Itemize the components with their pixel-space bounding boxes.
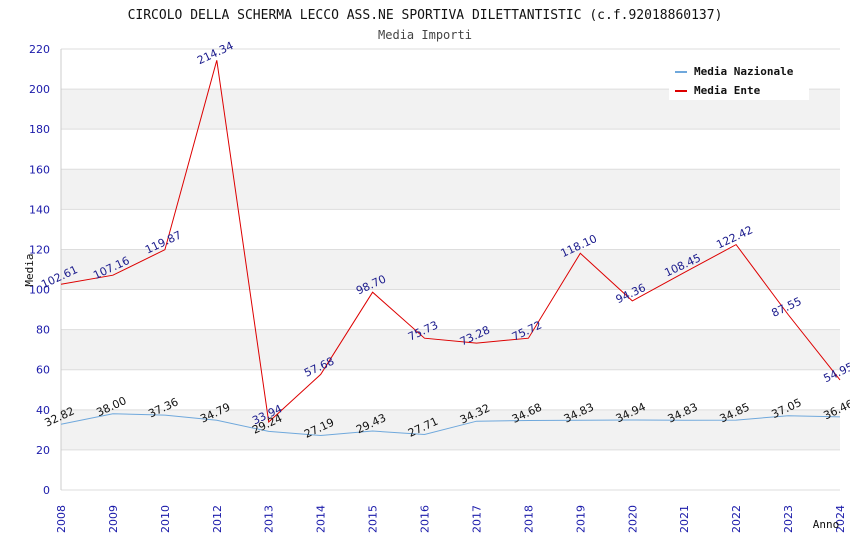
x-tick-label: 2013 — [263, 505, 276, 533]
series-lines — [60, 60, 841, 437]
legend-label-media-ente: Media Ente — [694, 84, 761, 97]
x-tick-label: 2012 — [211, 505, 224, 533]
x-tick-label: 2009 — [107, 505, 120, 533]
x-tick-label: 2010 — [159, 505, 172, 533]
x-tick-label: 2016 — [419, 505, 432, 533]
series-line-media-ente — [60, 60, 841, 424]
series-line-media-nazionale — [60, 413, 841, 437]
grid-band — [61, 209, 840, 250]
y-tick-label: 120 — [29, 243, 50, 256]
y-axis-ticks: 0 20 40 60 80 100 120 140 160 180 200 220 — [29, 43, 50, 497]
chart-subtitle: Media Importi — [378, 28, 472, 42]
grid-band — [61, 169, 840, 210]
y-tick-label: 40 — [36, 404, 50, 417]
x-tick-label: 2022 — [730, 505, 743, 533]
grid-band — [61, 129, 840, 170]
x-tick-label: 2015 — [367, 505, 380, 533]
x-tick-label: 2014 — [315, 505, 328, 533]
grid-bands — [60, 48, 840, 491]
legend: Media Nazionale Media Ente — [669, 60, 809, 100]
y-axis-label: Media — [23, 253, 36, 286]
y-tick-label: 200 — [29, 83, 50, 96]
y-tick-label: 100 — [29, 284, 50, 297]
x-axis-label: Anno — [813, 518, 840, 531]
x-tick-label: 2018 — [522, 505, 535, 533]
y-tick-label: 160 — [29, 163, 50, 176]
grid-band — [61, 449, 840, 490]
x-tick-label: 2017 — [470, 505, 483, 533]
grid-band — [61, 369, 840, 410]
grid-band — [61, 249, 840, 290]
x-axis-ticks: 2008 2009 2010 2012 2013 2014 2015 2016 2017 2018… — [55, 505, 847, 533]
y-tick-label: 20 — [36, 444, 50, 457]
y-tick-label: 180 — [29, 123, 50, 136]
y-tick-label: 220 — [29, 43, 50, 56]
x-tick-label: 2023 — [782, 505, 795, 533]
x-tick-label: 2008 — [55, 505, 68, 533]
x-tick-label: 2020 — [626, 505, 639, 533]
x-tick-label: 2019 — [574, 505, 587, 533]
legend-label-media-nazionale: Media Nazionale — [694, 65, 794, 78]
grid-band — [61, 409, 840, 450]
grid-band — [61, 289, 840, 330]
y-tick-label: 60 — [36, 364, 50, 377]
x-tick-label: 2024 — [834, 505, 847, 533]
x-tick-label: 2021 — [678, 505, 691, 533]
legend-box — [669, 60, 809, 100]
grid-band — [61, 329, 840, 370]
chart-title: CIRCOLO DELLA SCHERMA LECCO ASS.NE SPORT… — [128, 8, 723, 23]
y-tick-label: 140 — [29, 203, 50, 216]
y-tick-label: 80 — [36, 324, 50, 337]
y-tick-label: 0 — [43, 484, 50, 497]
